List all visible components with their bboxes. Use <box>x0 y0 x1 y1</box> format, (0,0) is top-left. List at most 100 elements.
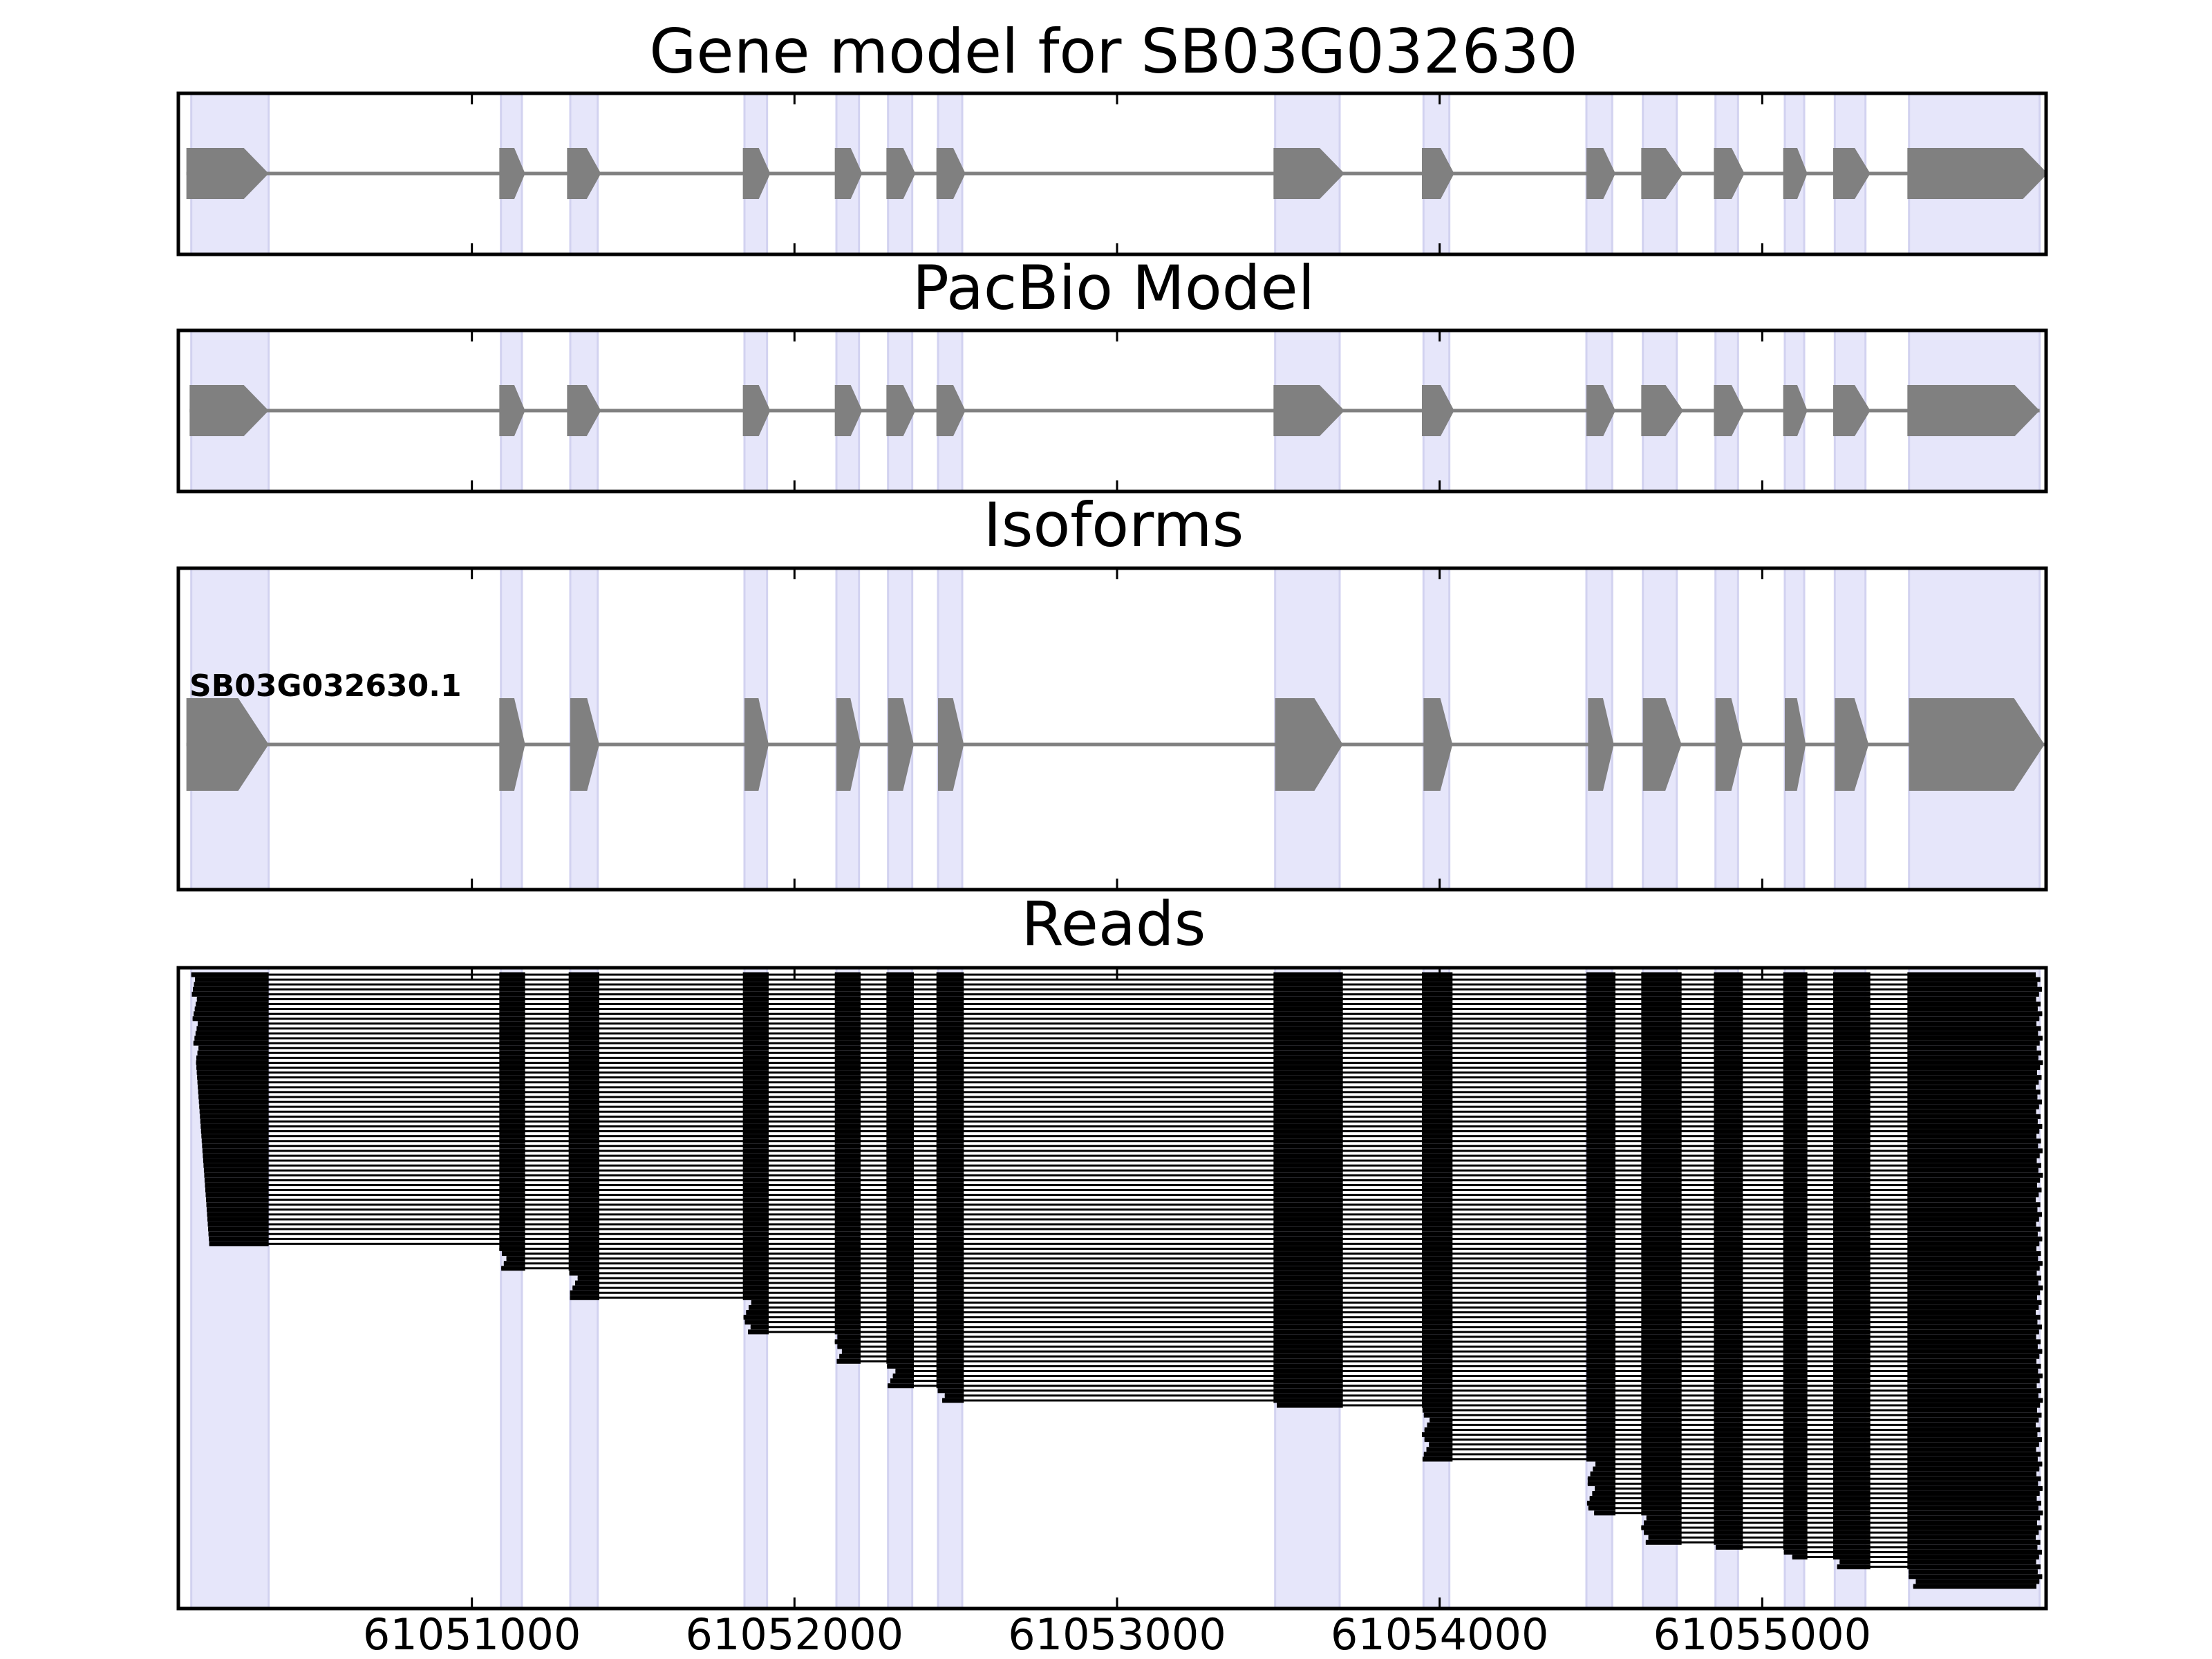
read-block <box>1641 1452 1682 1457</box>
read-block <box>742 1226 769 1232</box>
read-block <box>1833 1104 1871 1109</box>
read-block <box>1783 1256 1808 1262</box>
read-block <box>742 1271 769 1276</box>
read-block <box>1714 1304 1743 1310</box>
read-block <box>1586 1197 1615 1203</box>
read-block <box>1907 1251 2041 1257</box>
exon-arrow <box>1833 148 1871 199</box>
read-block <box>1833 1310 1871 1315</box>
read-block <box>1586 1231 1615 1237</box>
read-block <box>886 1138 914 1144</box>
read-block <box>886 996 914 1002</box>
read-block <box>1586 1207 1615 1212</box>
read-block <box>1641 1080 1682 1085</box>
read-block <box>1273 1094 1343 1100</box>
read-block <box>1422 1104 1453 1109</box>
exon-arrow <box>570 698 599 791</box>
read-block <box>568 1197 599 1203</box>
read-block <box>1273 1280 1343 1286</box>
read-block <box>1783 996 1808 1002</box>
read-block <box>1907 1275 2041 1281</box>
exon-arrow <box>936 385 966 436</box>
read-block <box>886 1182 914 1188</box>
read-block <box>1641 1275 1682 1281</box>
read-block <box>1833 1324 1871 1330</box>
read-block <box>1783 1447 1808 1452</box>
read-block <box>742 986 769 992</box>
read-block <box>499 1040 525 1046</box>
read-block <box>1833 1339 1871 1344</box>
read-block <box>1783 1339 1808 1344</box>
read-block <box>1907 1393 2038 1398</box>
read-block <box>834 1031 861 1036</box>
read-block <box>1907 1070 2037 1076</box>
read-block <box>936 1163 964 1168</box>
read-block <box>1422 1231 1453 1237</box>
read-block <box>1783 1466 1808 1472</box>
read-block <box>499 1202 525 1208</box>
read-block <box>1422 1031 1453 1036</box>
read-block <box>1833 1236 1871 1241</box>
read-block <box>936 1285 964 1291</box>
read-block <box>936 1104 964 1109</box>
read-block <box>1641 1114 1682 1119</box>
read-block <box>886 1148 914 1154</box>
read-block <box>499 1035 525 1041</box>
read-block <box>499 1123 525 1129</box>
read-block <box>1833 1271 1871 1276</box>
read-block <box>936 1271 964 1276</box>
read-block <box>742 1011 769 1017</box>
read-block <box>568 1075 599 1080</box>
read-block <box>1783 1182 1808 1188</box>
read-block <box>1907 1094 2038 1100</box>
read-block <box>751 1300 769 1305</box>
read-block <box>1833 1280 1871 1286</box>
read-block <box>1833 1358 1871 1364</box>
read-block <box>568 1226 599 1232</box>
read-block <box>1422 1197 1453 1203</box>
read-block <box>568 1148 599 1154</box>
read-block <box>1783 1011 1808 1017</box>
read-block <box>1273 1398 1343 1403</box>
exon-arrow <box>1423 698 1453 791</box>
read-block <box>886 1246 914 1251</box>
read-block <box>1641 1393 1682 1398</box>
read-block <box>1907 1368 2038 1374</box>
read-block <box>1714 1109 1743 1114</box>
read-block <box>936 1172 964 1178</box>
read-block <box>1714 1442 1743 1447</box>
read-block <box>1422 1310 1453 1315</box>
read-block <box>1833 1466 1871 1472</box>
read-block <box>1422 1241 1453 1246</box>
read-block <box>1273 1320 1343 1325</box>
read-block <box>886 1202 914 1208</box>
read-block <box>1586 1403 1615 1408</box>
read-block <box>1714 1085 1743 1090</box>
read-block <box>886 977 914 982</box>
read-block <box>1422 1320 1453 1325</box>
read-block <box>196 1026 269 1031</box>
read-block <box>1783 1266 1808 1271</box>
read-block <box>1714 1481 1743 1486</box>
read-block <box>936 1085 964 1090</box>
read-block <box>1714 1271 1743 1276</box>
read-block <box>1907 1134 2036 1139</box>
read-block <box>1714 1153 1743 1159</box>
read-block <box>499 1045 525 1051</box>
read-block <box>886 1055 914 1060</box>
read-block <box>1833 1442 1871 1447</box>
read-block <box>1641 1388 1682 1394</box>
read-block <box>749 1304 769 1310</box>
read-block <box>742 1172 769 1178</box>
read-block <box>1714 1466 1743 1472</box>
read-block <box>936 1089 964 1095</box>
read-block <box>1833 1447 1871 1452</box>
read-block <box>936 1358 964 1364</box>
read-block <box>499 1031 525 1036</box>
read-block <box>1833 1182 1871 1188</box>
read-block <box>1714 1168 1743 1173</box>
read-block <box>1833 1501 1871 1506</box>
read-block <box>1586 1153 1615 1159</box>
read-block <box>936 1050 964 1056</box>
read-block <box>568 1085 599 1090</box>
